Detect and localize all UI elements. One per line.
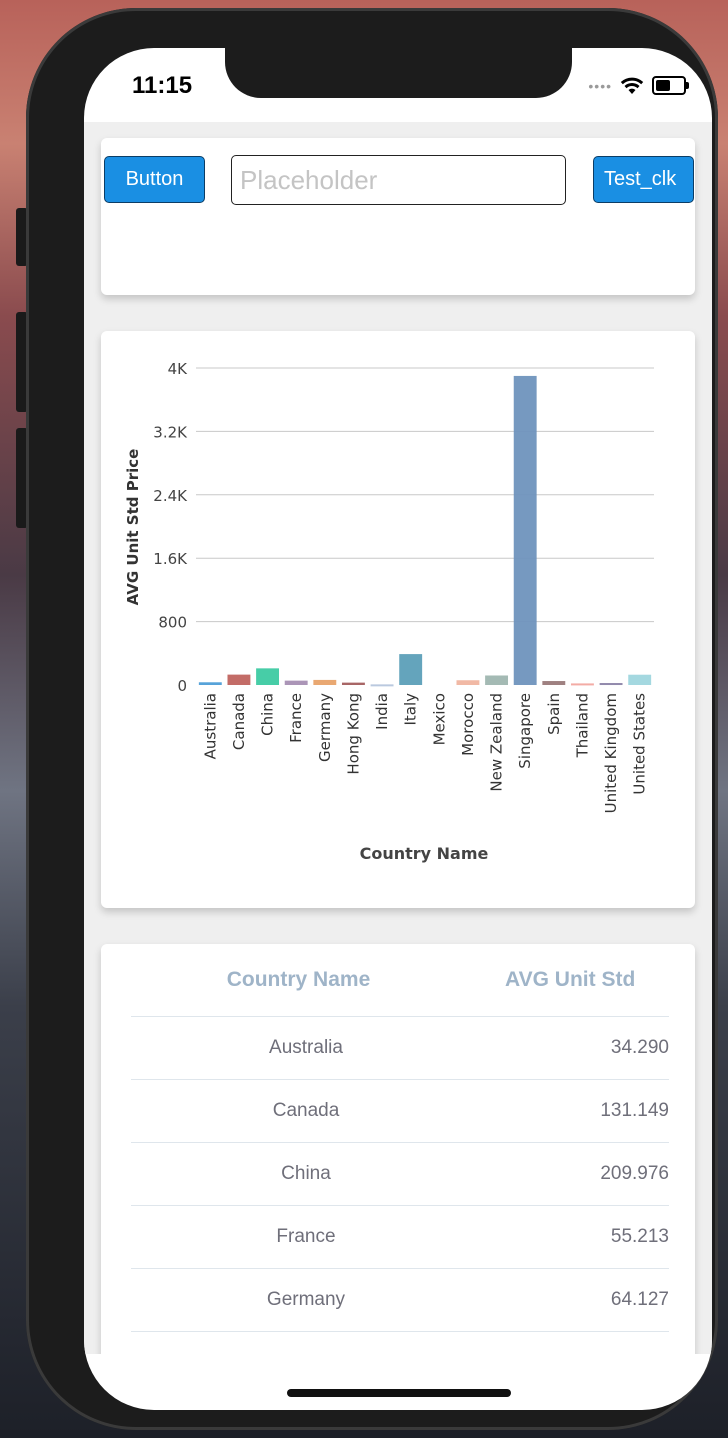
bar-chart-card: 0 800 1.6K 2.4K 3.2K 4K Australia Canada China Fr…	[101, 331, 695, 908]
cell-value: 64.127	[610, 1289, 669, 1310]
bar	[599, 683, 623, 686]
cell-country: Germany	[266, 1289, 346, 1310]
x-tick-label: China	[259, 693, 277, 736]
x-tick-label: Thailand	[573, 693, 591, 758]
phone-screen: 11:15 •••• Button Test_clk 0 800 1.6K 2.4K 3…	[84, 48, 712, 1410]
x-tick-label: Spain	[545, 693, 563, 735]
table-row[interactable]: Canada 131.149	[131, 1080, 669, 1143]
column-header-country[interactable]: Country Name	[226, 968, 371, 991]
wifi-icon	[620, 77, 644, 94]
column-header-avg-price[interactable]: AVG Unit Std	[505, 968, 636, 991]
bar	[485, 675, 509, 685]
y-tick-label: 0	[177, 677, 187, 695]
table-row[interactable]: China 209.976	[131, 1143, 669, 1206]
x-tick-label: France	[287, 693, 305, 743]
x-tick-label: Canada	[230, 693, 248, 750]
x-tick-label: Hong Kong	[344, 693, 362, 775]
x-tick-label: Morocco	[459, 693, 477, 756]
bar	[256, 668, 280, 685]
phone-side-button	[16, 208, 28, 266]
y-axis-title: AVG Unit Std Price	[124, 449, 142, 606]
y-tick-label: 4K	[168, 360, 189, 378]
app-content[interactable]: Button Test_clk 0 800 1.6K 2.4K 3.2K 4K Austra…	[84, 122, 712, 1354]
y-tick-label: 3.2K	[153, 423, 188, 441]
cell-country: Canada	[272, 1100, 340, 1121]
cell-value: 131.149	[600, 1100, 669, 1121]
data-table: Country Name AVG Unit Std Australia 34.2…	[131, 944, 669, 1332]
x-tick-label: Mexico	[430, 693, 448, 745]
cell-country: China	[281, 1163, 331, 1184]
bar	[513, 375, 537, 685]
data-table-card: Country Name AVG Unit Std Australia 34.2…	[101, 944, 695, 1354]
cell-value: 209.976	[600, 1163, 669, 1184]
cell-value: 34.290	[610, 1037, 669, 1058]
test-click-button[interactable]: Test_clk	[593, 156, 694, 203]
table-row[interactable]: Germany 64.127	[131, 1269, 669, 1332]
y-tick-label: 800	[158, 614, 187, 632]
bar	[284, 680, 308, 685]
x-tick-label: Australia	[201, 693, 219, 759]
x-tick-label: Italy	[402, 693, 420, 726]
cell-country: Australia	[269, 1037, 343, 1058]
table-row[interactable]: France 55.213	[131, 1206, 669, 1269]
phone-frame: 11:15 •••• Button Test_clk 0 800 1.6K 2.4K 3…	[26, 8, 718, 1430]
phone-side-button	[16, 428, 28, 528]
bar	[456, 680, 480, 685]
bar	[628, 674, 652, 685]
bar-chart: 0 800 1.6K 2.4K 3.2K 4K Australia Canada China Fr…	[124, 360, 654, 863]
primary-button[interactable]: Button	[104, 156, 205, 203]
x-tick-label: India	[373, 693, 391, 730]
table-header-row: Country Name AVG Unit Std	[131, 944, 669, 1017]
cellular-signal-icon: ••••	[588, 77, 612, 94]
bar	[399, 654, 423, 685]
status-time: 11:15	[132, 72, 193, 99]
x-tick-label: New Zealand	[488, 693, 506, 792]
phone-side-button	[16, 312, 28, 412]
bar	[313, 679, 337, 685]
x-axis-title: Country Name	[360, 844, 489, 863]
bar	[198, 682, 222, 685]
bar	[227, 674, 251, 685]
battery-icon	[652, 76, 689, 95]
bar	[370, 684, 394, 687]
status-icons: ••••	[588, 76, 689, 95]
controls-card: Button Test_clk	[101, 138, 695, 295]
x-tick-label: Germany	[316, 693, 334, 762]
x-tick-label: Singapore	[516, 693, 534, 769]
y-tick-label: 2.4K	[153, 487, 188, 505]
notch	[225, 48, 572, 98]
home-indicator[interactable]	[287, 1389, 511, 1397]
bar	[570, 683, 594, 686]
x-tick-label: United Kingdom	[602, 693, 620, 813]
x-tick-label: United States	[631, 693, 649, 795]
bar	[542, 681, 566, 685]
table-row[interactable]: Australia 34.290	[131, 1017, 669, 1080]
bar	[341, 682, 365, 685]
y-tick-label: 1.6K	[153, 550, 188, 568]
cell-country: France	[276, 1226, 336, 1247]
text-input[interactable]	[231, 155, 566, 205]
cell-value: 55.213	[610, 1226, 669, 1247]
